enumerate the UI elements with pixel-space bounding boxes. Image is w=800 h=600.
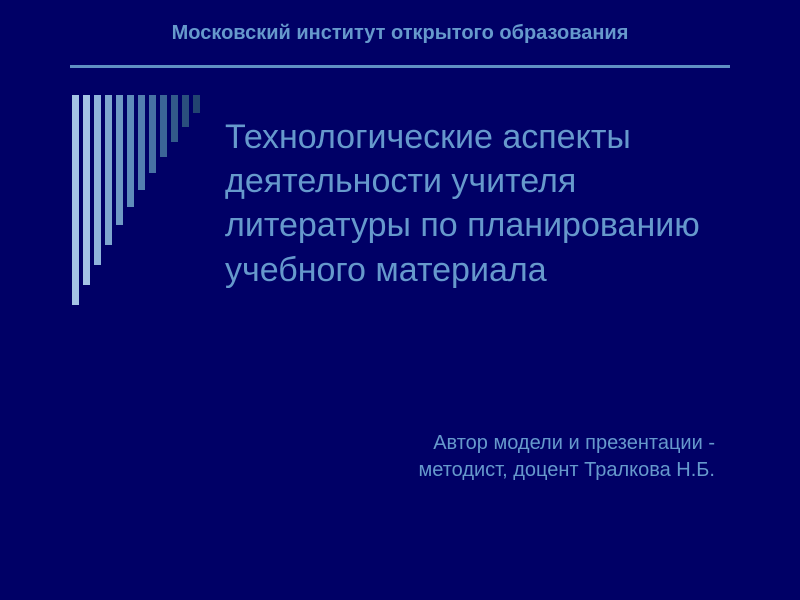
author-credit: Автор модели и презентации - методист, д… bbox=[225, 430, 715, 484]
slide-title: Технологические аспекты деятельности учи… bbox=[225, 115, 745, 292]
bar bbox=[72, 95, 79, 305]
bar bbox=[182, 95, 189, 127]
bar bbox=[116, 95, 123, 225]
bar bbox=[138, 95, 145, 190]
bar bbox=[171, 95, 178, 142]
bar bbox=[83, 95, 90, 285]
bar bbox=[127, 95, 134, 207]
bar bbox=[193, 95, 200, 113]
horizontal-divider bbox=[70, 65, 730, 68]
author-line2: методист, доцент Тралкова Н.Б. bbox=[418, 459, 715, 481]
bar bbox=[94, 95, 101, 265]
bar bbox=[105, 95, 112, 245]
header-institution: Московский институт открытого образовани… bbox=[0, 22, 800, 45]
author-line1: Автор модели и презентации - bbox=[433, 432, 715, 454]
bar bbox=[160, 95, 167, 157]
bar bbox=[149, 95, 156, 173]
decorative-bars bbox=[72, 95, 200, 305]
